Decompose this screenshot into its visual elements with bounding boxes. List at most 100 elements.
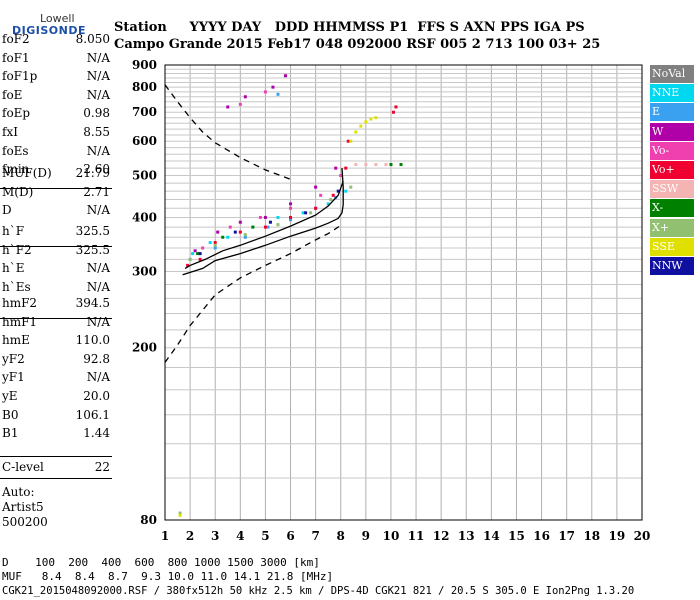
param-value: N/A: [86, 203, 110, 218]
param-value: N/A: [86, 87, 110, 102]
data-point-sse: [354, 130, 358, 134]
data-point-vo-: [314, 206, 318, 210]
y-tick-label: 800: [132, 80, 157, 94]
x-tick-label: 6: [286, 529, 294, 543]
data-point-x-: [188, 257, 192, 261]
y-tick-label: 500: [132, 168, 157, 182]
data-point-sse: [364, 120, 368, 124]
data-point-x-: [349, 185, 353, 189]
footer-distance-row: D 100 200 400 600 800 1000 1500 3000 [km…: [2, 556, 320, 569]
param-separator: [0, 318, 112, 319]
data-point-vo-: [213, 241, 217, 245]
x-tick-label: 9: [362, 529, 370, 543]
legend-x-: X-: [650, 199, 694, 218]
x-tick-label: 7: [311, 529, 319, 543]
data-point-nnw: [233, 230, 237, 234]
data-point-nnw: [198, 252, 202, 256]
param-label: hmE: [2, 333, 30, 348]
data-point-vo-: [198, 257, 202, 261]
param-label: fxI: [2, 125, 18, 139]
param-label: h`E: [2, 261, 25, 276]
param-b0: B0 106.1: [2, 408, 110, 423]
param-label: foF1: [2, 50, 30, 65]
data-point-e: [243, 235, 247, 239]
param-foep: foEp 0.98: [2, 106, 110, 121]
param-value: 8.55: [83, 125, 110, 139]
data-point-nne: [226, 235, 230, 239]
x-tick-label: 14: [483, 529, 500, 543]
data-point-sse: [178, 513, 182, 517]
data-point-w: [193, 249, 197, 253]
param-label: h`F: [2, 224, 25, 238]
data-point-x-: [221, 235, 225, 239]
data-point-nne: [344, 189, 348, 193]
param-value: N/A: [86, 370, 110, 385]
x-tick-label: 5: [261, 529, 269, 543]
data-point-e: [213, 246, 217, 250]
dashed-curve: [164, 84, 291, 180]
data-point-ssw: [384, 163, 388, 167]
data-point-nne: [276, 215, 280, 219]
param-h-e: h`E N/A: [2, 261, 110, 276]
data-point-vo-: [263, 90, 267, 94]
x-tick-label: 13: [458, 529, 475, 543]
data-point-sse: [369, 117, 373, 121]
param-label: hmF2: [2, 296, 38, 310]
data-point-w: [334, 166, 338, 170]
param-d: D N/A: [2, 203, 110, 218]
header-row-labels: Station YYYY DAY DDD HHMMSS P1 FFS S AXN…: [114, 20, 585, 35]
param-b1: B1 1.44: [2, 426, 110, 441]
param-value: 20.0: [83, 389, 110, 403]
auto-text: Artist5: [2, 500, 44, 514]
auto-text: Auto:: [2, 485, 35, 499]
x-tick-label: 3: [211, 529, 219, 543]
param-yf1: yF1 N/A: [2, 370, 110, 385]
param-value: N/A: [86, 279, 110, 294]
data-point-w: [226, 105, 230, 109]
auto-scaling-line1: Auto:: [2, 485, 110, 500]
legend-noval: NoVal: [650, 65, 694, 83]
param-value: 0.98: [83, 106, 110, 121]
data-point-x-: [389, 163, 393, 167]
param-separator: [0, 188, 112, 189]
data-point-nne: [301, 211, 305, 215]
footer-file-info: CGK21_2015048092000.RSF / 380fx512h 50 k…: [2, 585, 635, 597]
data-point-vo-: [238, 102, 242, 106]
y-tick-label: 80: [140, 513, 157, 527]
data-point-vo-: [331, 193, 335, 197]
dashed-curve: [164, 224, 343, 363]
data-point-vo-: [201, 246, 205, 250]
param-label: h`Es: [2, 279, 31, 294]
data-point-e: [266, 225, 270, 229]
param-label: fmin: [2, 162, 30, 177]
param-label: foEp: [2, 106, 31, 121]
x-tick-label: 8: [337, 529, 345, 543]
data-point-nne: [326, 202, 330, 206]
data-point-vo-: [339, 173, 343, 177]
x-tick-label: 20: [634, 529, 651, 543]
param-c-level: C-level 22: [2, 460, 110, 475]
param-foes: foEs N/A: [2, 144, 110, 159]
param-label: foF1p: [2, 69, 38, 84]
param-fof2: foF2 8.050: [2, 32, 110, 47]
param-separator: [0, 456, 112, 457]
param-value: 106.1: [75, 407, 110, 422]
param-value: 2.60: [83, 162, 110, 177]
data-point-ssw: [374, 163, 378, 167]
auto-text: 500200: [2, 515, 48, 529]
data-point-x-: [243, 233, 247, 237]
legend-vo-: Vo-: [650, 141, 694, 160]
legend-vo-: Vo+: [650, 161, 694, 179]
param-value: N/A: [86, 143, 110, 158]
param-value: 110.0: [75, 333, 110, 348]
data-point-w: [263, 215, 267, 219]
legend-ssw: SSW: [650, 180, 694, 199]
x-tick-label: 15: [508, 529, 525, 543]
data-point-ssw: [354, 163, 358, 167]
data-point-w: [243, 95, 247, 99]
data-point-x-: [213, 243, 217, 247]
data-point-x-: [276, 223, 280, 227]
param-value: 1.44: [83, 426, 110, 441]
data-point-w: [238, 220, 242, 224]
param-label: foF2: [2, 32, 30, 46]
